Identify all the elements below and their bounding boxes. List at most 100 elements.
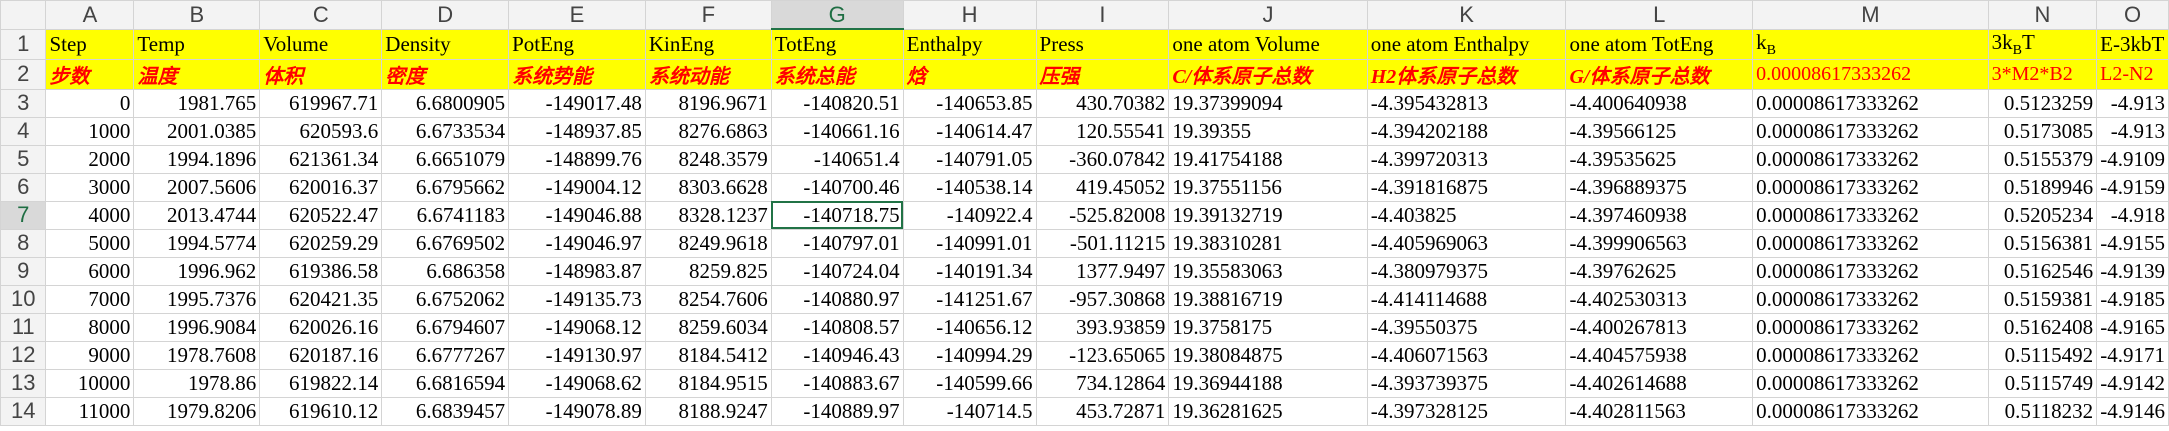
- cell-one-atom-volume[interactable]: 19.38816719: [1168, 284, 1368, 314]
- column-header-g[interactable]: G: [770, 0, 904, 30]
- cell-step[interactable]: 2000: [45, 144, 135, 174]
- cell-e-3kbt[interactable]: -4.913: [2096, 88, 2169, 118]
- cell-temp[interactable]: 1978.86: [133, 368, 261, 398]
- cell-one-atom-toteng[interactable]: -4.39566125: [1565, 116, 1754, 146]
- column-header-n[interactable]: N: [1987, 0, 2098, 30]
- cell-poteng[interactable]: -149046.88: [508, 200, 646, 230]
- cell-press[interactable]: -957.30868: [1035, 284, 1170, 314]
- cell-density[interactable]: 6.6795662: [381, 172, 510, 202]
- cell-volume[interactable]: 619610.12: [259, 396, 383, 426]
- row-header[interactable]: 6: [0, 172, 47, 202]
- cell-header-cn-density[interactable]: 密度: [381, 58, 510, 90]
- cell-step[interactable]: 10000: [45, 368, 135, 398]
- cell-one-atom-volume[interactable]: 19.36944188: [1168, 368, 1368, 398]
- cell-e-3kbt[interactable]: -4.9185: [2096, 284, 2169, 314]
- cell-3kbt[interactable]: 0.5162546: [1987, 256, 2098, 286]
- cell-kineng[interactable]: 8184.5412: [644, 340, 772, 370]
- cell-volume[interactable]: 620259.29: [259, 228, 383, 258]
- cell-kb[interactable]: 0.00008617333262: [1752, 228, 1989, 258]
- cell-density[interactable]: 6.6752062: [381, 284, 510, 314]
- cell-density[interactable]: 6.6800905: [381, 88, 510, 118]
- cell-3kbt[interactable]: 0.5205234: [1987, 200, 2098, 230]
- column-header-b[interactable]: B: [133, 0, 261, 30]
- cell-kineng[interactable]: 8248.3579: [644, 144, 772, 174]
- cell-poteng[interactable]: -149130.97: [508, 340, 646, 370]
- row-header[interactable]: 14: [0, 396, 47, 426]
- cell-enthalpy[interactable]: -140599.66: [902, 368, 1037, 398]
- cell-kb[interactable]: 0.00008617333262: [1752, 144, 1989, 174]
- column-header-f[interactable]: F: [644, 0, 772, 30]
- cell-header-cn-poteng[interactable]: 系统势能: [508, 58, 646, 90]
- cell-header-press[interactable]: Press: [1035, 28, 1170, 60]
- cell-e-3kbt[interactable]: -4.9165: [2096, 312, 2169, 342]
- cell-one-atom-enthalpy[interactable]: -4.403825: [1366, 200, 1567, 230]
- cell-one-atom-enthalpy[interactable]: -4.405969063: [1366, 228, 1567, 258]
- cell-e-3kbt[interactable]: -4.9139: [2096, 256, 2169, 286]
- cell-enthalpy[interactable]: -140714.5: [902, 396, 1037, 426]
- cell-enthalpy[interactable]: -140191.34: [902, 256, 1037, 286]
- cell-kineng[interactable]: 8249.9618: [644, 228, 772, 258]
- cell-kineng[interactable]: 8254.7606: [644, 284, 772, 314]
- cell-toteng[interactable]: -140724.04: [770, 256, 904, 286]
- cell-temp[interactable]: 1995.7376: [133, 284, 261, 314]
- cell-volume[interactable]: 620421.35: [259, 284, 383, 314]
- cell-kineng[interactable]: 8196.9671: [644, 88, 772, 118]
- cell-temp[interactable]: 1994.1896: [133, 144, 261, 174]
- cell-kb[interactable]: 0.00008617333262: [1752, 284, 1989, 314]
- cell-header-kineng[interactable]: KinEng: [644, 28, 772, 60]
- cell-kb[interactable]: 0.00008617333262: [1752, 256, 1989, 286]
- cell-one-atom-enthalpy[interactable]: -4.391816875: [1366, 172, 1567, 202]
- cell-one-atom-volume[interactable]: 19.38084875: [1168, 340, 1368, 370]
- cell-header-temp[interactable]: Temp: [133, 28, 261, 60]
- cell-toteng[interactable]: -140889.97: [770, 396, 904, 426]
- cell-press[interactable]: -525.82008: [1035, 200, 1170, 230]
- cell-kb[interactable]: 0.00008617333262: [1752, 312, 1989, 342]
- cell-one-atom-enthalpy[interactable]: -4.394202188: [1366, 116, 1567, 146]
- cell-e-3kbt[interactable]: -4.918: [2096, 200, 2169, 230]
- cell-one-atom-enthalpy[interactable]: -4.393739375: [1366, 368, 1567, 398]
- cell-density[interactable]: 6.6769502: [381, 228, 510, 258]
- cell-volume[interactable]: 619822.14: [259, 368, 383, 398]
- row-header[interactable]: 4: [0, 116, 47, 146]
- cell-e-3kbt[interactable]: -4.9171: [2096, 340, 2169, 370]
- row-header[interactable]: 1: [0, 28, 47, 60]
- cell-kb[interactable]: 0.00008617333262: [1752, 396, 1989, 426]
- cell-step[interactable]: 11000: [45, 396, 135, 426]
- cell-density[interactable]: 6.6794607: [381, 312, 510, 342]
- cell-3kbt[interactable]: 0.5159381: [1987, 284, 2098, 314]
- column-header-k[interactable]: K: [1366, 0, 1567, 30]
- cell-e-3kbt[interactable]: -4.913: [2096, 116, 2169, 146]
- cell-toteng[interactable]: -140700.46: [770, 172, 904, 202]
- cell-press[interactable]: -360.07842: [1035, 144, 1170, 174]
- cell-temp[interactable]: 2013.4744: [133, 200, 261, 230]
- cell-temp[interactable]: 1996.9084: [133, 312, 261, 342]
- column-header-m[interactable]: M: [1752, 0, 1989, 30]
- cell-one-atom-toteng[interactable]: -4.404575938: [1565, 340, 1754, 370]
- cell-header-kb[interactable]: kB: [1752, 28, 1989, 60]
- cell-temp[interactable]: 2007.5606: [133, 172, 261, 202]
- cell-one-atom-volume[interactable]: 19.36281625: [1168, 396, 1368, 426]
- row-header[interactable]: 11: [0, 312, 47, 342]
- row-header[interactable]: 8: [0, 228, 47, 258]
- cell-kineng[interactable]: 8184.9515: [644, 368, 772, 398]
- cell-temp[interactable]: 2001.0385: [133, 116, 261, 146]
- cell-step[interactable]: 1000: [45, 116, 135, 146]
- cell-header-cn-enthalpy[interactable]: 焓: [902, 58, 1037, 90]
- cell-header-one-atom-volume[interactable]: one atom Volume: [1168, 28, 1368, 60]
- cell-3kbt[interactable]: 0.5156381: [1987, 228, 2098, 258]
- cell-poteng[interactable]: -149068.12: [508, 312, 646, 342]
- cell-header-cn-volume[interactable]: 体积: [259, 58, 383, 90]
- cell-step[interactable]: 0: [45, 88, 135, 118]
- cell-enthalpy[interactable]: -140994.29: [902, 340, 1037, 370]
- column-header-h[interactable]: H: [902, 0, 1037, 30]
- select-all-corner[interactable]: [0, 0, 47, 30]
- row-header[interactable]: 9: [0, 256, 47, 286]
- cell-press[interactable]: 734.12864: [1035, 368, 1170, 398]
- cell-density[interactable]: 6.6777267: [381, 340, 510, 370]
- cell-kb[interactable]: 0.00008617333262: [1752, 116, 1989, 146]
- cell-header-formula-j[interactable]: C/体系原子总数: [1168, 58, 1368, 90]
- cell-poteng[interactable]: -148899.76: [508, 144, 646, 174]
- cell-density[interactable]: 6.6651079: [381, 144, 510, 174]
- cell-press[interactable]: -123.65065: [1035, 340, 1170, 370]
- cell-one-atom-enthalpy[interactable]: -4.397328125: [1366, 396, 1567, 426]
